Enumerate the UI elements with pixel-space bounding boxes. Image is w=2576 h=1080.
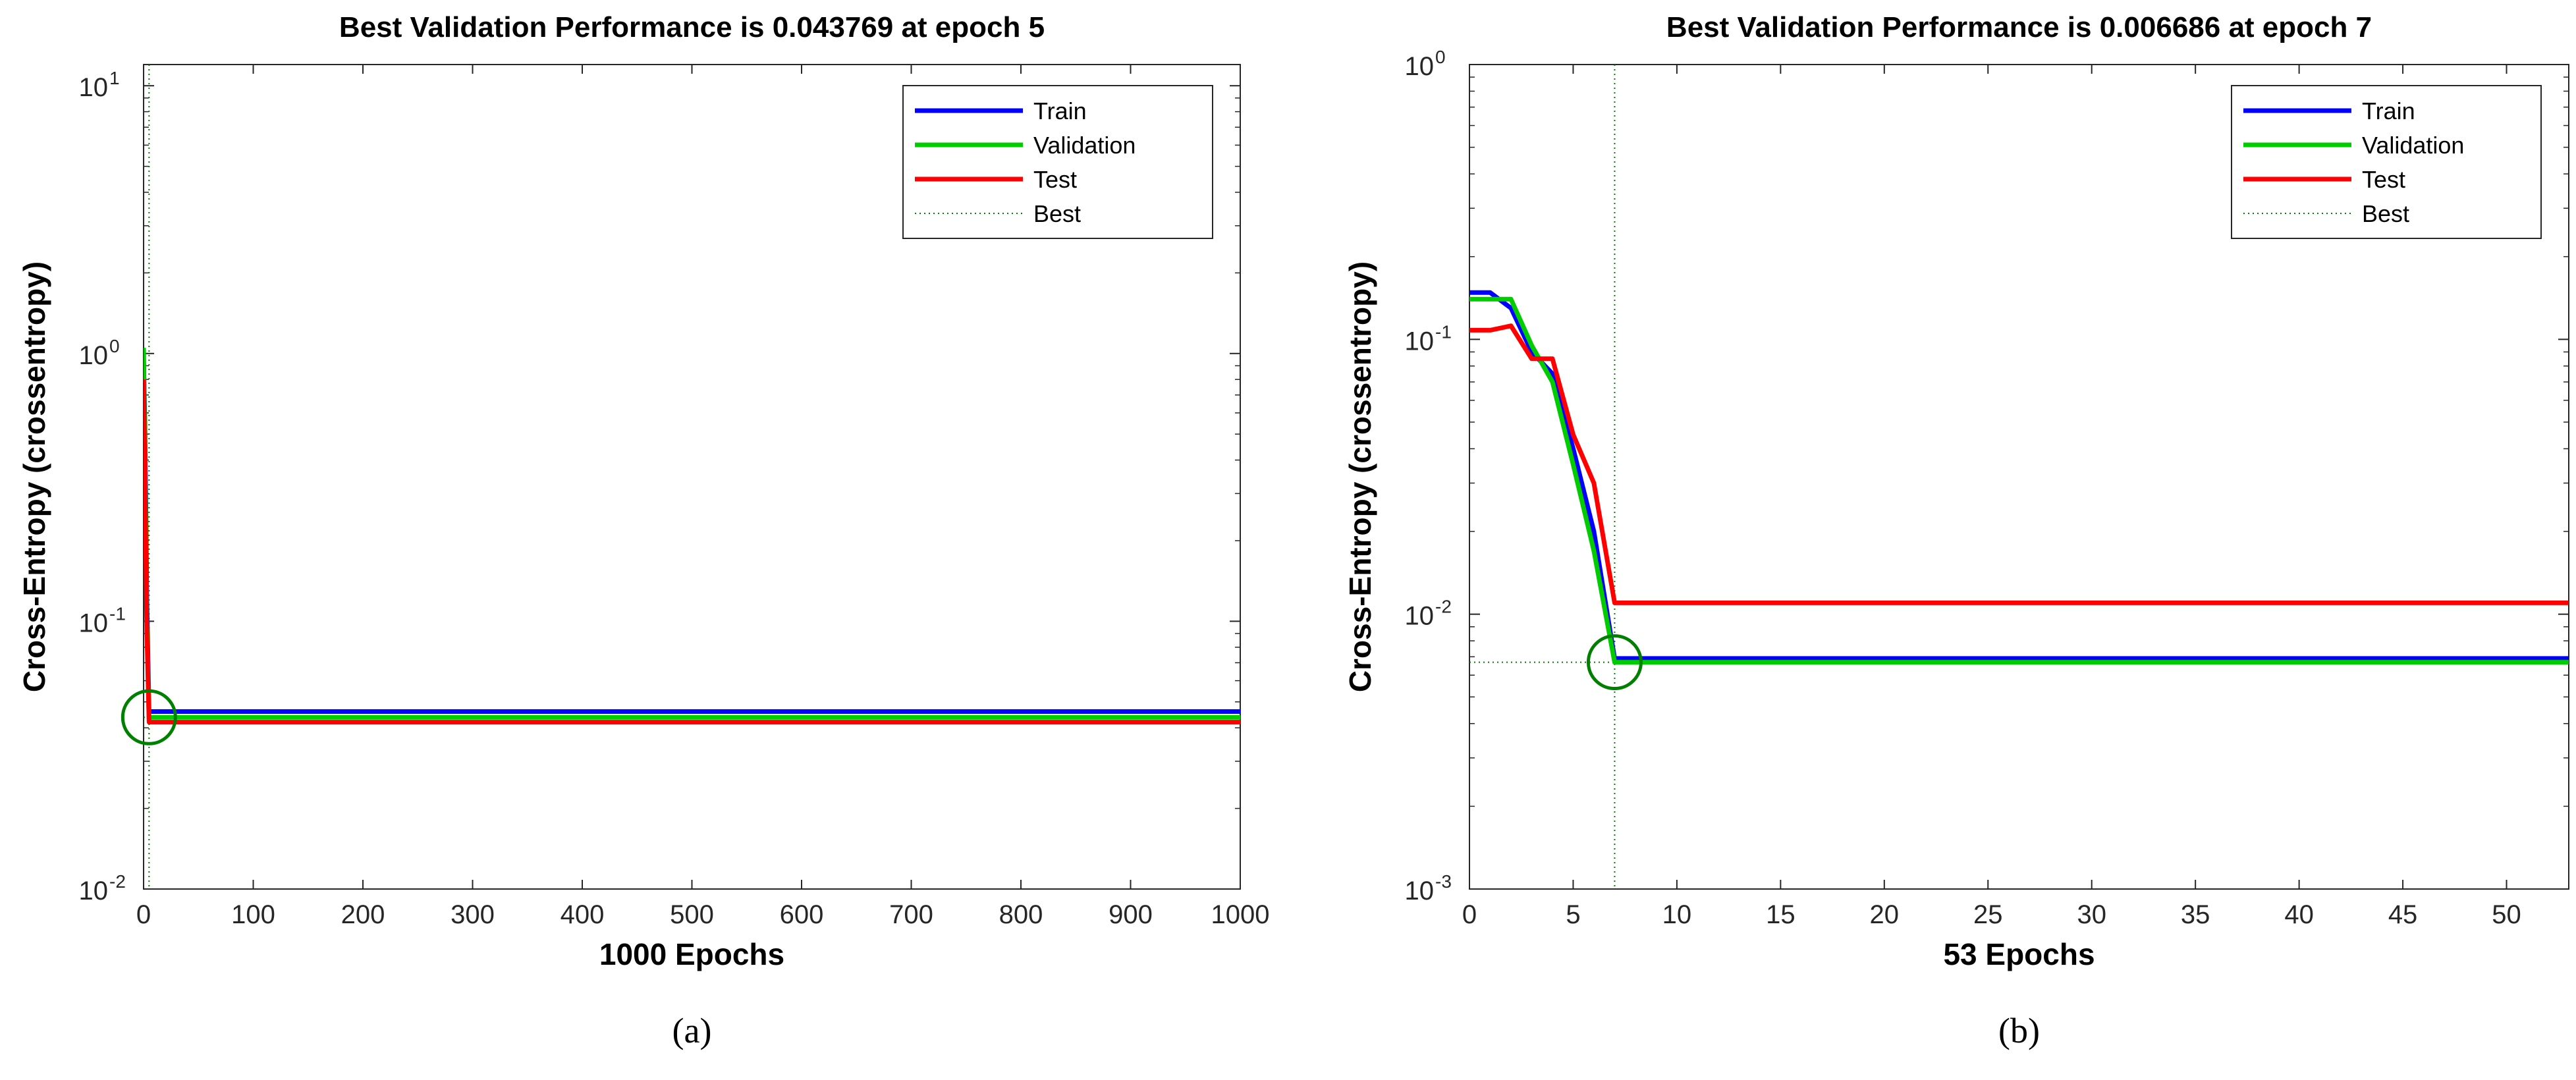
chart-a-legend-label-train: Train [1033, 97, 1087, 124]
chart-a-title: Best Validation Performance is 0.043769 … [339, 11, 1045, 43]
chart-b-best-marker [1586, 634, 1643, 691]
chart-a-xlabel: 1000 Epochs [599, 937, 784, 971]
chart-b-series-test [1469, 323, 2569, 605]
chart-b-ylabel: Cross-Entropy (crossentropy) [1343, 261, 1377, 692]
chart-a-series-test [144, 379, 1240, 725]
chart-b-ytick-label: 10 [1405, 877, 1435, 905]
chart-b-xtick-label: 20 [1870, 900, 1900, 929]
chart-b-legend-label-train: Train [2362, 97, 2415, 124]
chart-b-legend-label-test: Test [2362, 166, 2405, 193]
chart-a-xtick-label: 0 [136, 900, 151, 929]
chart-a: 0 100 200 300 400 500 600 700 800 900 100010-210-1… [17, 11, 1269, 1050]
chart-b-ytick-label: 10 [1405, 327, 1435, 356]
chart-b-xtick-label: 10 [1662, 900, 1692, 929]
chart-b-xlabel: 53 Epochs [1943, 937, 2095, 971]
chart-b-xtick-label: 25 [1973, 900, 2003, 929]
chart-b-xtick-label: 45 [2388, 900, 2418, 929]
chart-b-xtick-label: 0 [1462, 900, 1477, 929]
chart-b-title: Best Validation Performance is 0.006686 … [1666, 11, 2372, 43]
chart-a-legend-label-best: Best [1033, 200, 1081, 227]
chart-b-ytick-label: 10 [1405, 52, 1435, 81]
chart-b-ytick-label: 10 [1405, 602, 1435, 631]
chart-b-ytick-exponent: -2 [1435, 597, 1452, 617]
chart-a-xtick-label: 200 [341, 900, 385, 929]
chart-a-xtick-label: 600 [780, 900, 824, 929]
chart-b-legend: Train Validation Test Best [2231, 85, 2542, 239]
chart-b-xtick-label: 35 [2181, 900, 2210, 929]
chart-a-legend-label-test: Test [1033, 166, 1077, 193]
chart-a-xtick-label: 300 [451, 900, 495, 929]
chart-b-legend-label-validation: Validation [2362, 132, 2464, 159]
chart-a-ytick-label: 10 [79, 877, 109, 905]
chart-a-xtick-label: 500 [670, 900, 714, 929]
chart-b-ytick-exponent: 0 [1435, 47, 1446, 67]
chart-a-ylabel: Cross-Entropy (crossentropy) [17, 261, 51, 692]
chart-a-ytick-exponent: -2 [109, 871, 126, 892]
chart-a-xtick-label: 1000 [1211, 900, 1270, 929]
chart-b-series-validation [1469, 296, 2569, 665]
chart-a-legend: Train Validation Test Best [902, 85, 1213, 239]
chart-a-ytick-label: 10 [79, 73, 109, 102]
chart-a-ytick-exponent: -1 [109, 603, 126, 624]
chart-a-xtick-label: 800 [999, 900, 1043, 929]
chart-a-caption: (a) [672, 1011, 712, 1050]
chart-b-ytick-exponent: -1 [1435, 321, 1452, 342]
chart-a-xtick-label: 100 [231, 900, 275, 929]
chart-b-xtick-label: 50 [2492, 900, 2521, 929]
chart-b-xtick-label: 40 [2284, 900, 2314, 929]
chart-b-caption: (b) [1998, 1011, 2040, 1050]
chart-a-ytick-label: 10 [79, 608, 109, 637]
chart-b-xtick-label: 5 [1566, 900, 1580, 929]
chart-b-ytick-exponent: -3 [1435, 871, 1452, 892]
chart-a-legend-label-validation: Validation [1033, 132, 1136, 159]
chart-b-legend-label-best: Best [2362, 200, 2409, 227]
chart-b-xtick-label: 15 [1766, 900, 1795, 929]
chart-a-ytick-exponent: 0 [109, 336, 120, 356]
chart-a-xtick-label: 400 [561, 900, 605, 929]
chart-a-xtick-label: 700 [889, 900, 933, 929]
chart-a-ytick-label: 10 [79, 341, 109, 370]
chart-a-xtick-label: 900 [1109, 900, 1153, 929]
chart-a-ytick-exponent: 1 [109, 68, 120, 88]
chart-b-xtick-label: 30 [2077, 900, 2106, 929]
chart-a-best-marker [121, 689, 177, 745]
